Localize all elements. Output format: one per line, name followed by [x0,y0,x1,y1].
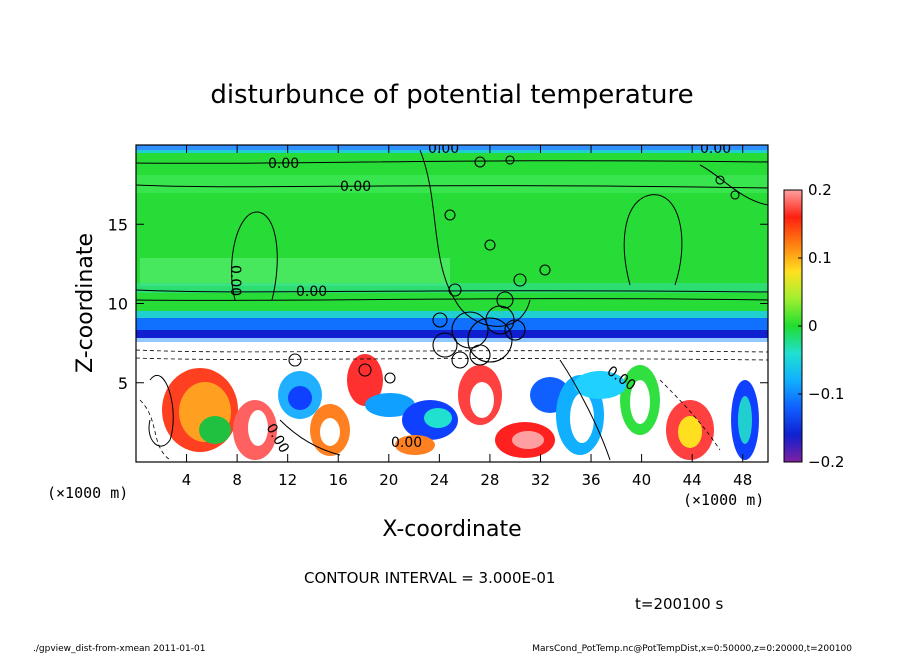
field-light-band [140,258,450,286]
colorbar-tick-label: 0.2 [808,181,832,199]
contour-interval-text: CONTOUR INTERVAL = 3.000E-01 [304,569,555,587]
footer-left-text: ./gpview_dist-from-xmean 2011-01-01 [33,644,205,654]
x-tick-label: 44 [683,471,702,489]
contour-label: 0.00 [296,284,327,300]
dashed-contours [136,349,768,461]
y-axis-title: Z-coordinate [73,233,98,373]
field-cyan-band [136,283,768,293]
x-axis: 4 8 12 16 20 24 28 32 36 40 44 48 [182,145,752,489]
field-blue-band [136,318,768,330]
colorbar-tick-label: 0 [808,317,818,335]
y-tick-label: 10 [108,295,128,314]
x-tick-label: 8 [232,471,242,489]
turbulent-structures [162,354,759,460]
colorbar-tick-label: 0.1 [808,249,832,267]
contour-label: 0.00 [428,141,459,157]
contour-cluster [288,155,740,384]
field-top-band [136,150,768,153]
contour-label: 0.00 [700,141,731,157]
x-tick-label: 36 [581,471,600,489]
time-text: t=200100 s [635,595,723,613]
footer-right-text: MarsCond_PotTemp.nc@PotTempDist,x=0:5000… [532,644,852,654]
x-tick-label: 28 [480,471,499,489]
colorbar-ticks: 0.2 0.1 0 −0.1 −0.2 [798,181,844,471]
colorbar-tick-label: −0.2 [808,453,844,471]
field-blue-band [136,338,768,342]
plot-area: 0.00 0.00 0.00 0.00 0.00 0.00 0.00 0.00 … [136,141,768,462]
colorbar-tick-label: −0.1 [808,385,844,403]
field-top-band [136,145,768,152]
contour-lines [136,149,768,461]
x-tick-label: 16 [329,471,348,489]
x-unit-label: (×1000 m) [683,491,764,509]
field-blue-band [136,311,768,318]
chart-title: disturbunce of potential temperature [210,80,693,110]
y-unit-label: (×1000 m) [47,484,128,502]
contour-label: 0.00 [227,265,243,296]
contour-label: 0.00 [268,156,299,172]
x-tick-label: 40 [632,471,651,489]
y-tick-label: 15 [108,215,128,234]
x-tick-label: 24 [430,471,449,489]
y-tick-label: 5 [118,374,128,393]
x-tick-label: 32 [531,471,550,489]
x-axis-title: X-coordinate [382,517,521,542]
x-tick-label: 12 [278,471,297,489]
contour-label: 0.00 [391,435,422,451]
field-light-band [136,175,768,193]
x-tick-label: 4 [182,471,192,489]
contour-label: 0.00 [340,179,371,195]
x-tick-label: 20 [379,471,398,489]
x-tick-label: 48 [733,471,752,489]
y-axis: 5 10 15 [108,215,768,393]
